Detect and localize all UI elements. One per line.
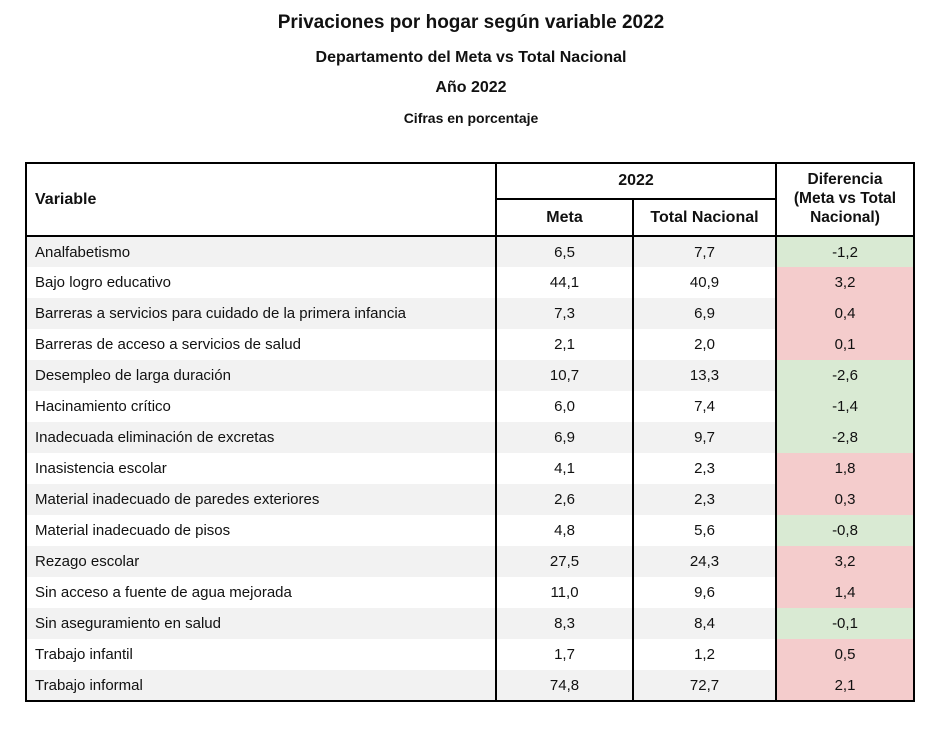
total-value-cell: 5,6: [632, 515, 776, 546]
diff-value-cell: 1,4: [775, 577, 914, 608]
variable-cell: Trabajo infantil: [26, 639, 496, 670]
variable-cell: Material inadecuado de paredes exteriore…: [26, 484, 496, 515]
variable-cell: Barreras a servicios para cuidado de la …: [26, 298, 496, 329]
total-value-cell: 6,9: [632, 298, 776, 329]
diff-value-cell: 3,2: [775, 546, 914, 577]
total-value-cell: 2,3: [632, 453, 776, 484]
meta-value-cell: 2,1: [495, 329, 633, 360]
header-row-sub: Meta Total Nacional: [26, 198, 914, 237]
meta-value-cell: 4,8: [495, 515, 633, 546]
meta-value-cell: 7,3: [495, 298, 633, 329]
table-row: Sin acceso a fuente de agua mejorada 11,…: [26, 577, 914, 608]
table-row: Inasistencia escolar 4,1 2,3 1,8: [26, 453, 914, 484]
variable-cell: Trabajo informal: [26, 670, 496, 701]
total-value-cell: 9,7: [632, 422, 776, 453]
header-diferencia: Diferencia (Meta vs Total Nacional): [775, 162, 915, 237]
diff-value-cell: -2,6: [775, 360, 914, 391]
variable-cell: Desempleo de larga duración: [26, 360, 496, 391]
meta-value-cell: 6,0: [495, 391, 633, 422]
header-row-top: Variable 2022 Diferencia (Meta vs Total …: [25, 162, 915, 237]
subtitle-region: Departamento del Meta vs Total Nacional: [315, 49, 627, 66]
variable-cell: Analfabetismo: [26, 236, 496, 267]
diff-value-cell: 3,2: [775, 267, 914, 298]
meta-value-cell: 74,8: [495, 670, 633, 701]
meta-value-cell: 2,6: [495, 484, 633, 515]
report-page: Privaciones por hogar según variable 202…: [0, 12, 942, 702]
header-total-nacional: Total Nacional: [632, 198, 777, 237]
meta-value-cell: 10,7: [495, 360, 633, 391]
diff-value-cell: 1,8: [775, 453, 914, 484]
table-row: Barreras a servicios para cuidado de la …: [26, 298, 914, 329]
diff-value-cell: -0,1: [775, 608, 914, 639]
diff-value-cell: 0,3: [775, 484, 914, 515]
variable-cell: Sin acceso a fuente de agua mejorada: [26, 577, 496, 608]
total-value-cell: 1,2: [632, 639, 776, 670]
total-value-cell: 7,4: [632, 391, 776, 422]
table-row: Hacinamiento crítico 6,0 7,4 -1,4: [26, 391, 914, 422]
table-row: Inadecuada eliminación de excretas 6,9 9…: [26, 422, 914, 453]
total-value-cell: 13,3: [632, 360, 776, 391]
page-title: Privaciones por hogar según variable 202…: [277, 12, 665, 33]
meta-value-cell: 6,5: [495, 236, 633, 267]
variable-cell: Barreras de acceso a servicios de salud: [26, 329, 496, 360]
meta-value-cell: 27,5: [495, 546, 633, 577]
meta-value-cell: 8,3: [495, 608, 633, 639]
variable-cell: Rezago escolar: [26, 546, 496, 577]
meta-value-cell: 11,0: [495, 577, 633, 608]
variable-cell: Material inadecuado de pisos: [26, 515, 496, 546]
total-value-cell: 9,6: [632, 577, 776, 608]
diff-value-cell: -2,8: [775, 422, 914, 453]
diff-value-cell: 0,5: [775, 639, 914, 670]
total-value-cell: 2,3: [632, 484, 776, 515]
variable-cell: Inadecuada eliminación de excretas: [26, 422, 496, 453]
table-row: Material inadecuado de paredes exteriore…: [26, 484, 914, 515]
table-row: Desempleo de larga duración 10,7 13,3 -2…: [26, 360, 914, 391]
meta-value-cell: 1,7: [495, 639, 633, 670]
header-meta: Meta: [495, 198, 634, 237]
total-value-cell: 7,7: [632, 236, 776, 267]
diff-value-cell: -1,2: [775, 236, 914, 267]
meta-value-cell: 4,1: [495, 453, 633, 484]
diff-value-cell: 0,4: [775, 298, 914, 329]
diff-value-cell: 0,1: [775, 329, 914, 360]
table-row: Material inadecuado de pisos 4,8 5,6 -0,…: [26, 515, 914, 546]
meta-value-cell: 6,9: [495, 422, 633, 453]
table-row: Rezago escolar 27,5 24,3 3,2: [26, 546, 914, 577]
variable-cell: Sin aseguramiento en salud: [26, 608, 496, 639]
header-variable: Variable: [25, 162, 497, 237]
header-year-2022: 2022: [495, 162, 777, 200]
variable-cell: Inasistencia escolar: [26, 453, 496, 484]
total-value-cell: 2,0: [632, 329, 776, 360]
total-value-cell: 72,7: [632, 670, 776, 701]
table-row: Bajo logro educativo 44,1 40,9 3,2: [26, 267, 914, 298]
total-value-cell: 24,3: [632, 546, 776, 577]
table-row: Trabajo infantil 1,7 1,2 0,5: [26, 639, 914, 670]
privaciones-table: Variable 2022 Diferencia (Meta vs Total …: [25, 162, 915, 702]
table-row: Sin aseguramiento en salud 8,3 8,4 -0,1: [26, 608, 914, 639]
variable-cell: Bajo logro educativo: [26, 267, 496, 298]
diff-value-cell: 2,1: [775, 670, 914, 701]
diff-value-cell: -1,4: [775, 391, 914, 422]
variable-cell: Hacinamiento crítico: [26, 391, 496, 422]
table-row: Trabajo informal 74,8 72,7 2,1: [26, 670, 914, 701]
subtitle-units: Cifras en porcentaje: [403, 110, 539, 126]
table-row: Barreras de acceso a servicios de salud …: [26, 329, 914, 360]
diff-value-cell: -0,8: [775, 515, 914, 546]
table-row: Analfabetismo 6,5 7,7 -1,2: [26, 236, 914, 267]
subtitle-year: Año 2022: [435, 79, 507, 96]
total-value-cell: 8,4: [632, 608, 776, 639]
total-value-cell: 40,9: [632, 267, 776, 298]
meta-value-cell: 44,1: [495, 267, 633, 298]
